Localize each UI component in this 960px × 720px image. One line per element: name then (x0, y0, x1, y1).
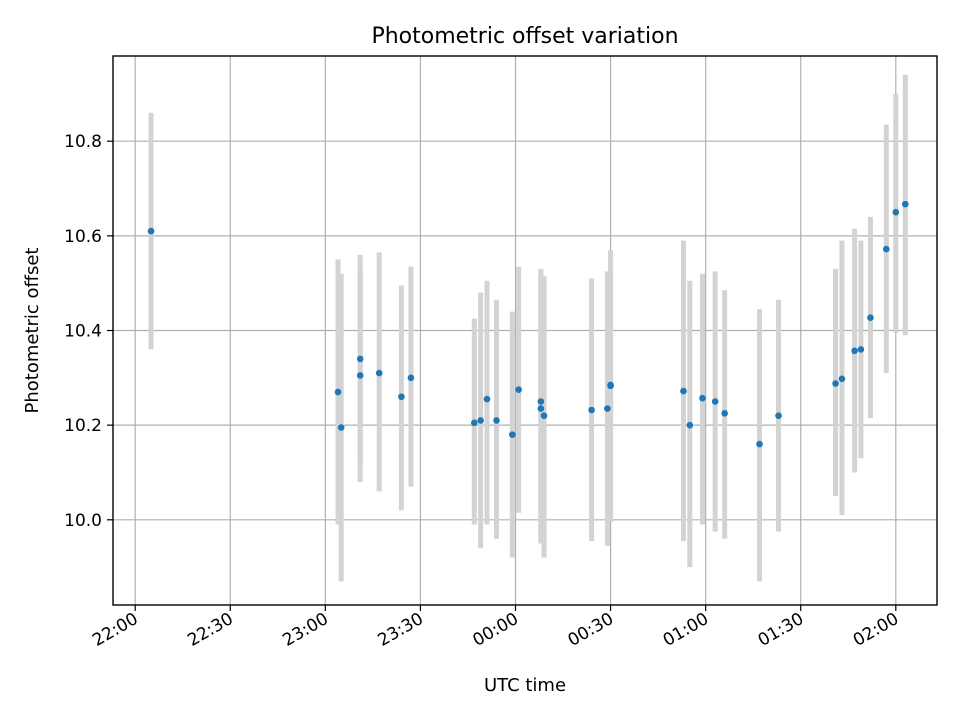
y-tick-label-2: 10.4 (64, 322, 102, 342)
data-point-5 (375, 369, 383, 377)
data-point-13 (515, 386, 522, 393)
data-point-4 (356, 372, 364, 379)
data-point-12 (509, 431, 516, 438)
data-point-31 (857, 346, 865, 353)
data-point-7 (407, 374, 415, 382)
data-point-18 (604, 405, 611, 412)
chart-title: Photometric offset variation (371, 24, 678, 49)
data-point-27 (775, 412, 782, 419)
data-point-14 (537, 398, 545, 405)
data-point-1 (334, 388, 342, 396)
data-point-6 (398, 393, 405, 401)
y-tick-label-0: 10.0 (64, 511, 102, 531)
data-point-16 (540, 412, 548, 419)
data-point-23 (699, 394, 706, 402)
data-point-29 (838, 375, 846, 383)
data-point-30 (851, 347, 858, 355)
data-point-34 (892, 208, 900, 216)
data-point-20 (607, 381, 614, 389)
data-point-15 (537, 405, 545, 412)
data-point-8 (470, 419, 478, 427)
y-axis-label: Photometric offset (22, 248, 43, 414)
data-point-21 (680, 387, 687, 395)
data-point-25 (721, 410, 728, 417)
data-point-32 (867, 314, 874, 322)
data-point-22 (686, 421, 694, 429)
y-tick-label-3: 10.6 (64, 227, 102, 247)
data-point-3 (356, 355, 364, 363)
y-tick-label-1: 10.2 (64, 416, 102, 436)
data-points (147, 200, 909, 448)
y-tick-label-4: 10.8 (64, 132, 102, 152)
data-point-26 (756, 440, 763, 448)
data-point-24 (711, 398, 719, 405)
data-point-35 (902, 200, 909, 208)
data-point-2 (337, 424, 345, 431)
data-point-33 (882, 245, 890, 253)
data-point-17 (588, 406, 595, 414)
data-point-9 (477, 417, 484, 424)
data-point-0 (147, 227, 155, 235)
data-point-10 (483, 395, 491, 403)
x-axis-label: UTC time (484, 675, 566, 696)
data-point-11 (493, 417, 500, 424)
data-point-28 (832, 380, 839, 387)
